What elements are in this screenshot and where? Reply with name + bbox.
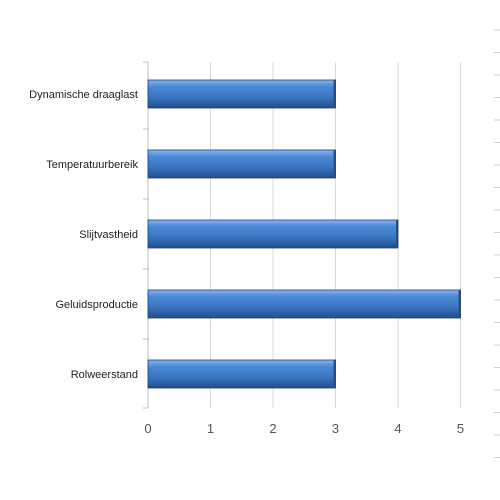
- category-labels: Dynamische draaglast Temperatuurbereik Sli…: [29, 89, 138, 381]
- bar-geluidsproductie: [147, 289, 461, 319]
- bar-end-shade: [333, 360, 336, 388]
- bar-slijtvastheid: [147, 219, 399, 249]
- bars: [147, 79, 461, 389]
- x-tick-label: 0: [144, 421, 151, 436]
- x-tick-label: 1: [207, 421, 214, 436]
- category-label: Slijtvastheid: [79, 229, 138, 241]
- category-label: Temperatuurbereik: [46, 159, 138, 171]
- axes: [143, 61, 149, 409]
- bar-temperatuurbereik: [147, 149, 336, 179]
- bar-end-shade: [333, 150, 336, 178]
- bar-end-shade: [396, 220, 398, 248]
- category-label: Rolweerstand: [71, 369, 138, 381]
- bar-end-shade: [458, 290, 461, 318]
- right-edge-marks: [494, 29, 500, 458]
- bar-rolweerstand: [147, 359, 336, 389]
- x-tick-label: 2: [269, 421, 276, 436]
- x-tick-label: 3: [332, 421, 339, 436]
- bar-end-shade: [333, 80, 336, 108]
- x-tick-labels: 0 1 2 3 4 5: [144, 421, 464, 436]
- bar-dynamische-draaglast: [147, 79, 336, 109]
- x-tick-label: 5: [457, 421, 464, 436]
- category-label: Geluidsproductie: [55, 299, 138, 311]
- x-tick-label: 4: [394, 421, 401, 436]
- category-label: Dynamische draaglast: [29, 89, 138, 101]
